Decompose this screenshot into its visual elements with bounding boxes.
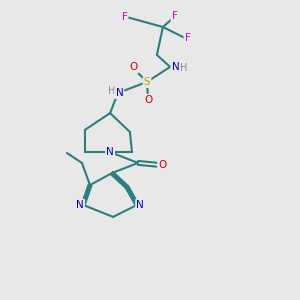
Text: N: N [76, 200, 84, 210]
Text: N: N [136, 200, 144, 210]
Text: F: F [184, 33, 190, 43]
Text: N: N [116, 88, 123, 98]
Text: F: F [172, 11, 178, 22]
Text: H: H [180, 63, 187, 74]
Text: O: O [129, 62, 138, 73]
Text: F: F [122, 12, 128, 22]
Text: N: N [106, 147, 114, 157]
Text: N: N [172, 62, 179, 72]
Text: H: H [108, 86, 115, 97]
Text: O: O [144, 95, 153, 105]
Text: O: O [158, 160, 166, 170]
Text: S: S [144, 77, 150, 87]
